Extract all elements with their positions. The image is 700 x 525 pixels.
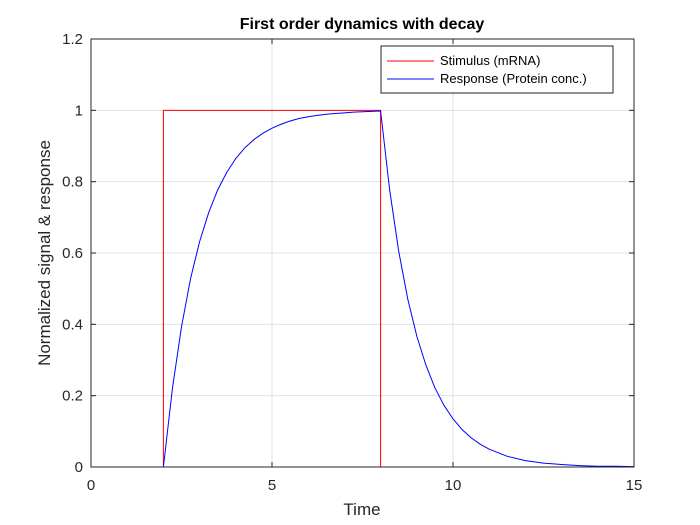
y-axis-label: Normalized signal & response bbox=[35, 140, 54, 366]
legend-box bbox=[380, 45, 614, 94]
legend-label-stimulus: Stimulus (mRNA) bbox=[440, 53, 540, 68]
y-tick-label: 1.2 bbox=[62, 31, 83, 48]
legend: Stimulus (mRNA) Response (Protein conc.) bbox=[380, 45, 614, 94]
y-tick-label: 0.2 bbox=[62, 388, 83, 405]
y-tick-label: 0.4 bbox=[62, 316, 83, 333]
y-tick-label: 1 bbox=[75, 102, 83, 119]
chart-title: First order dynamics with decay bbox=[240, 16, 485, 33]
x-tick-label: 0 bbox=[87, 477, 95, 494]
x-tick-label: 5 bbox=[268, 477, 276, 494]
x-axis-label: Time bbox=[343, 500, 380, 519]
response-line bbox=[91, 110, 635, 468]
x-tick-label: 10 bbox=[445, 477, 462, 494]
y-tick-label: 0.8 bbox=[62, 174, 83, 191]
y-axis-ticks: 0 0.2 0.4 0.6 0.8 1 1.2 bbox=[62, 31, 634, 476]
y-tick-label: 0.6 bbox=[62, 245, 83, 262]
x-tick-label: 15 bbox=[626, 477, 643, 494]
legend-label-response: Response (Protein conc.) bbox=[440, 71, 587, 86]
y-tick-label: 0 bbox=[75, 459, 83, 476]
x-axis-ticks: 0 5 10 15 bbox=[87, 39, 643, 494]
